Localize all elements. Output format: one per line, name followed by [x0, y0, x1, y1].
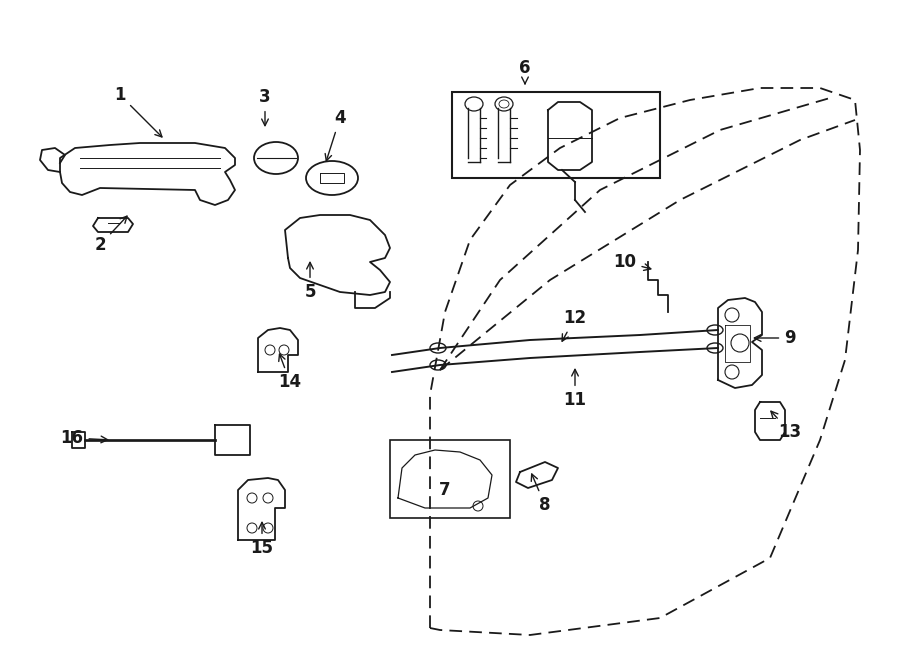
Ellipse shape [430, 343, 446, 353]
Text: 9: 9 [754, 329, 796, 347]
Text: 4: 4 [325, 109, 346, 161]
Text: 14: 14 [278, 354, 302, 391]
Text: 10: 10 [614, 253, 651, 271]
Text: 8: 8 [531, 474, 551, 514]
Text: 1: 1 [114, 86, 162, 137]
Text: 12: 12 [562, 309, 587, 341]
Text: 13: 13 [771, 411, 802, 441]
Text: 15: 15 [250, 522, 274, 557]
Text: 16: 16 [60, 429, 108, 447]
Ellipse shape [430, 360, 446, 370]
Text: 7: 7 [439, 481, 451, 499]
Text: 3: 3 [259, 88, 271, 126]
Ellipse shape [707, 343, 723, 353]
Text: 6: 6 [519, 59, 531, 84]
Text: 5: 5 [304, 262, 316, 301]
Ellipse shape [707, 325, 723, 335]
Text: 11: 11 [563, 369, 587, 409]
Text: 2: 2 [94, 216, 127, 254]
